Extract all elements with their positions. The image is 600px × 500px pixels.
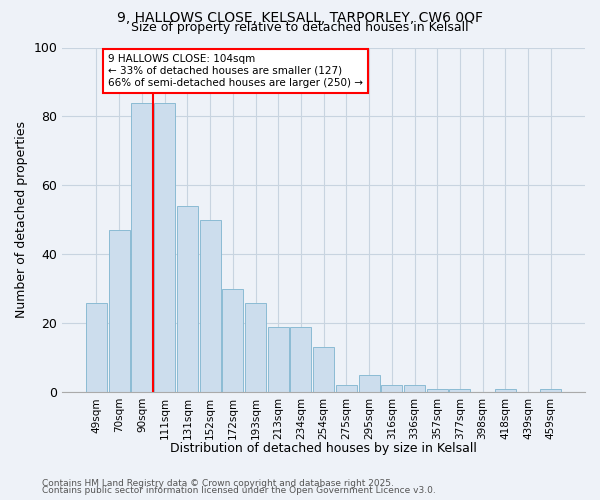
Bar	[427, 389, 448, 392]
Bar	[131, 102, 152, 392]
Bar	[449, 389, 470, 392]
Bar	[336, 386, 357, 392]
X-axis label: Distribution of detached houses by size in Kelsall: Distribution of detached houses by size …	[170, 442, 477, 455]
Text: Contains HM Land Registry data © Crown copyright and database right 2025.: Contains HM Land Registry data © Crown c…	[42, 478, 394, 488]
Bar	[86, 302, 107, 392]
Bar	[382, 386, 402, 392]
Bar	[177, 206, 198, 392]
Text: 9 HALLOWS CLOSE: 104sqm
← 33% of detached houses are smaller (127)
66% of semi-d: 9 HALLOWS CLOSE: 104sqm ← 33% of detache…	[108, 54, 363, 88]
Bar	[359, 375, 380, 392]
Bar	[290, 326, 311, 392]
Text: 9, HALLOWS CLOSE, KELSALL, TARPORLEY, CW6 0QF: 9, HALLOWS CLOSE, KELSALL, TARPORLEY, CW…	[117, 11, 483, 25]
Bar	[245, 302, 266, 392]
Bar	[541, 389, 561, 392]
Bar	[109, 230, 130, 392]
Bar	[404, 386, 425, 392]
Bar	[268, 326, 289, 392]
Y-axis label: Number of detached properties: Number of detached properties	[15, 122, 28, 318]
Bar	[154, 102, 175, 392]
Bar	[200, 220, 221, 392]
Bar	[223, 289, 243, 392]
Bar	[495, 389, 516, 392]
Text: Contains public sector information licensed under the Open Government Licence v3: Contains public sector information licen…	[42, 486, 436, 495]
Text: Size of property relative to detached houses in Kelsall: Size of property relative to detached ho…	[131, 21, 469, 34]
Bar	[313, 348, 334, 392]
